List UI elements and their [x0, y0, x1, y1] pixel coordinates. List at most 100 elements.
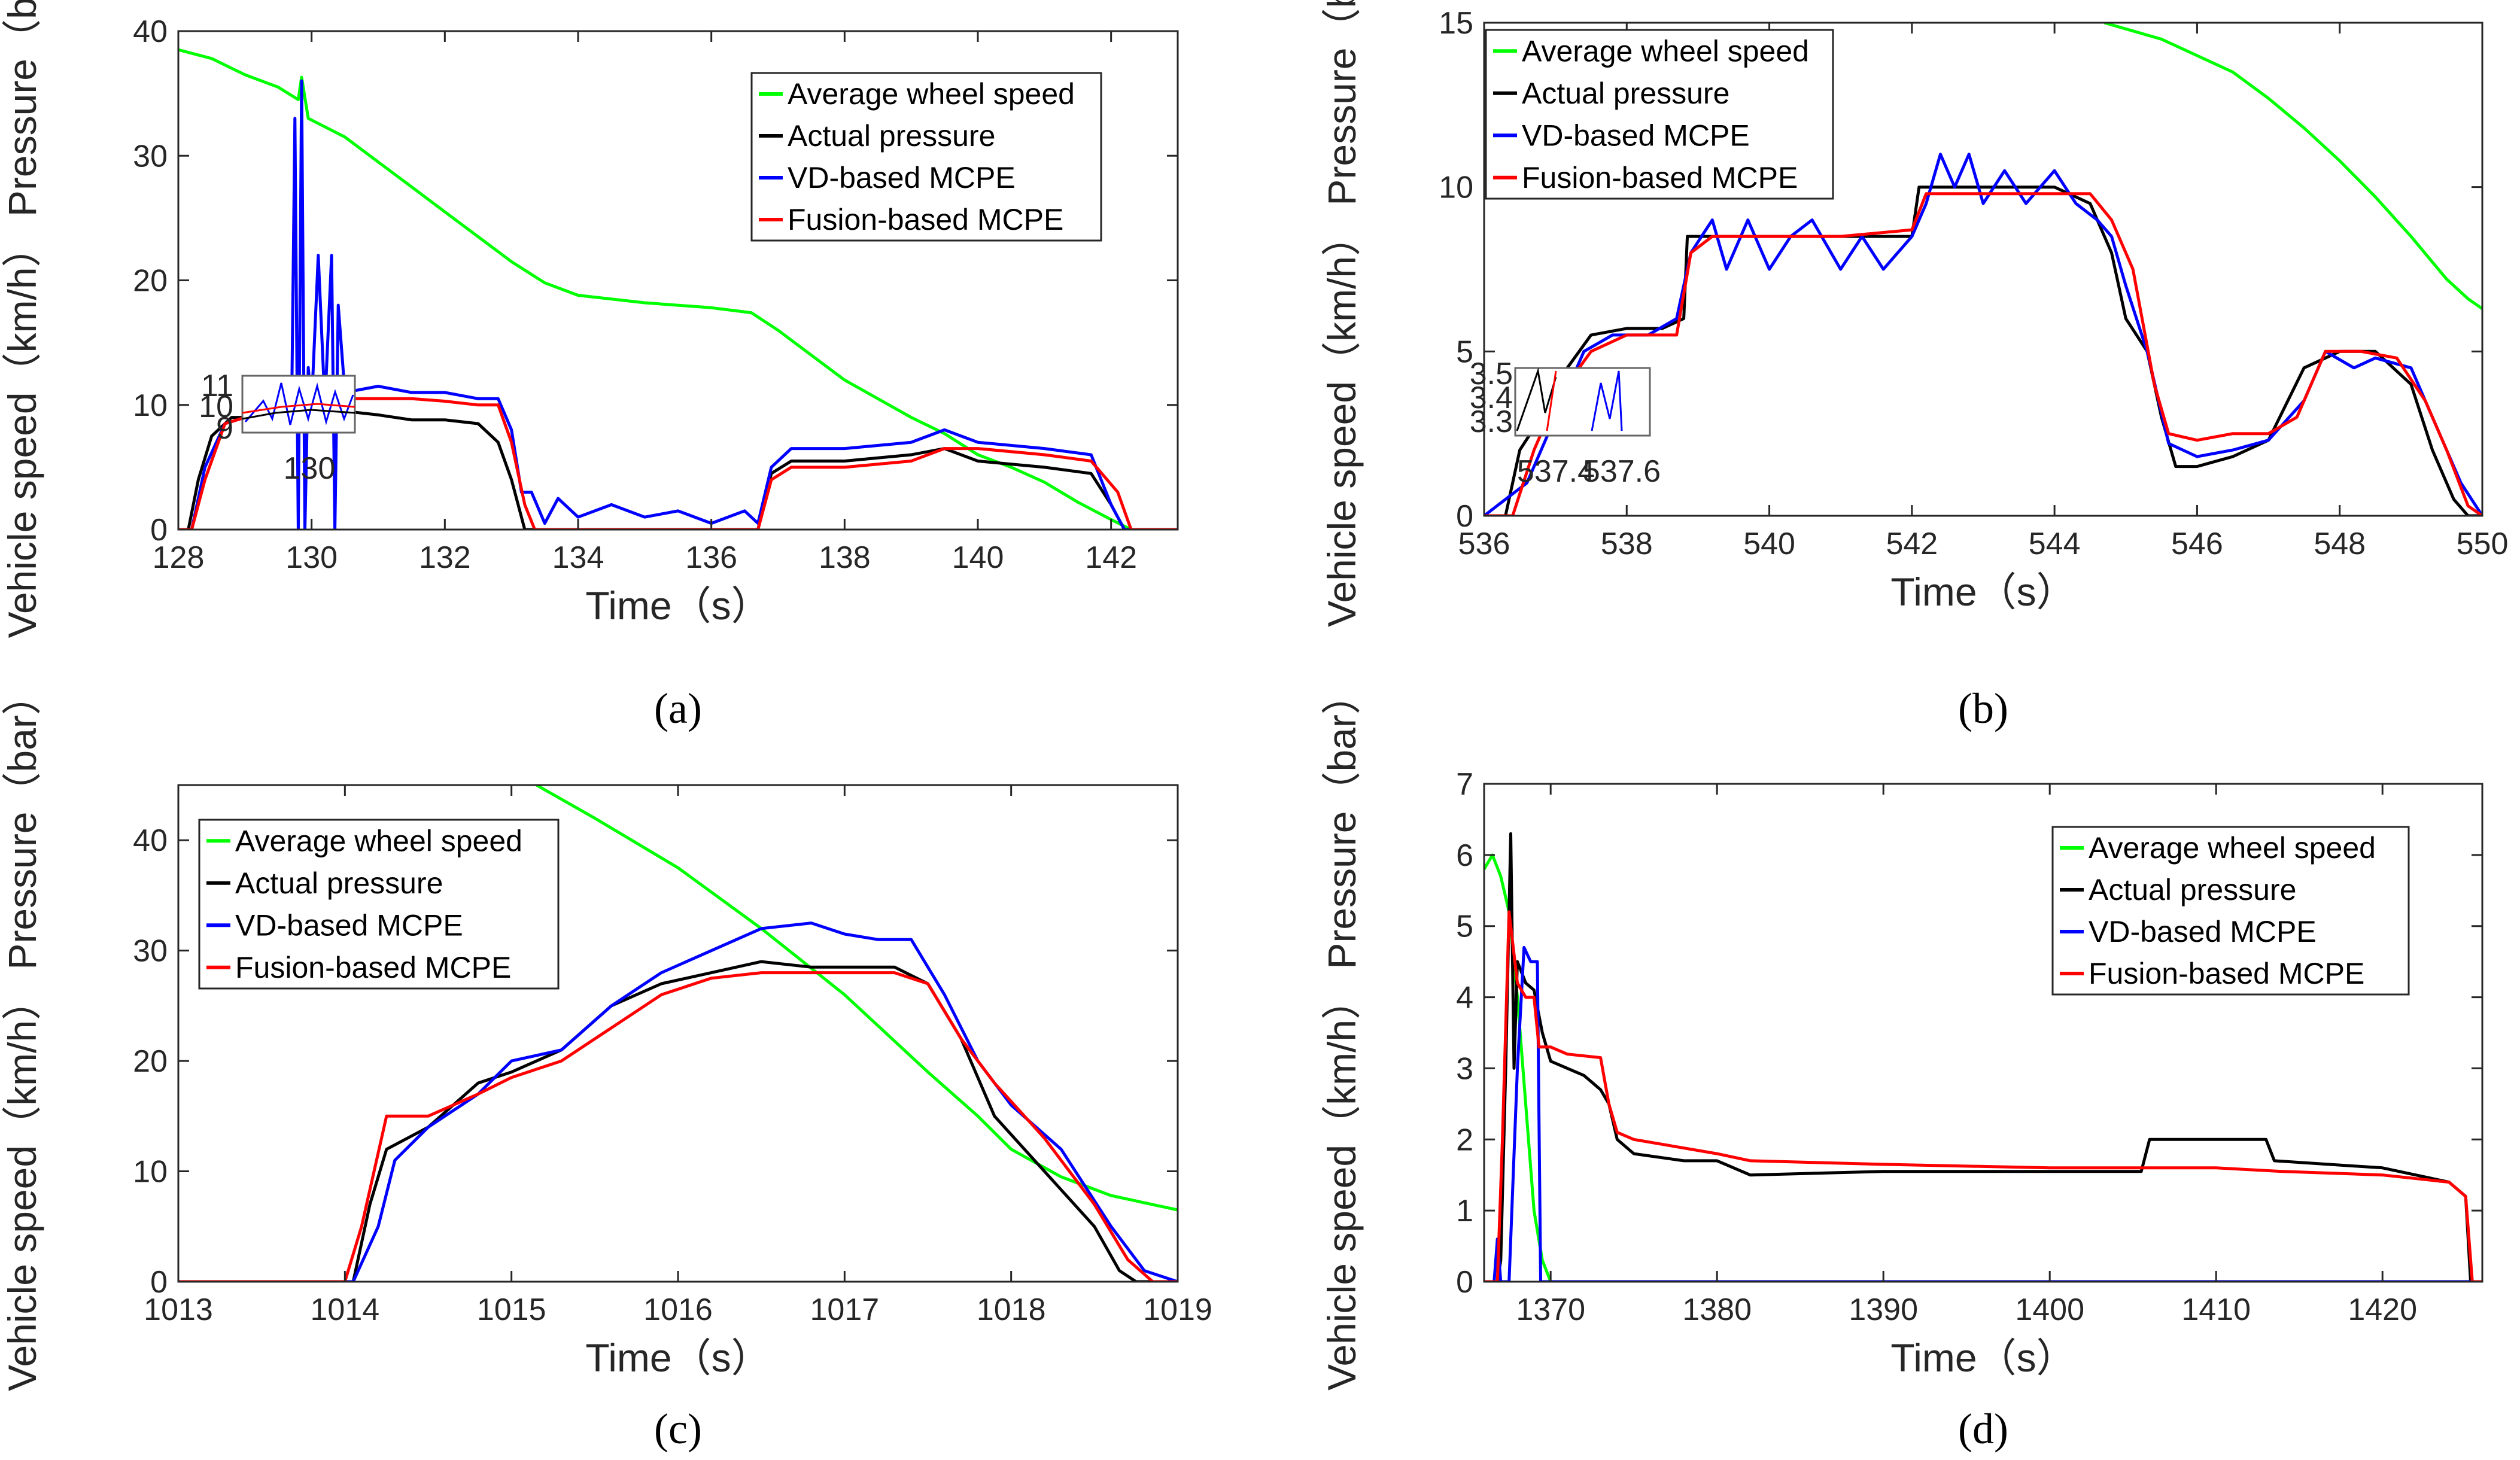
x-tick-label: 1370 — [1516, 1292, 1585, 1327]
legend-label-vd-based-mcpe: VD-based MCPE — [2089, 915, 2317, 948]
x-tick-label: 1015 — [477, 1292, 546, 1327]
series-line-vd-based-mcpe — [1484, 945, 2482, 1282]
inset-a-ytick: 9 — [216, 411, 233, 446]
panel-d: 1370 1380 1390 1400 1410 1420 0 1 2 3 4 5 6 7 Time（s） V… — [1320, 675, 2483, 1453]
y-tick-label: 0 — [150, 513, 168, 548]
inset-a-blue-trace — [244, 382, 354, 425]
y-tick-label: 20 — [133, 264, 168, 299]
y-axis-label: Vehicle speed（km/h） Pressure（bar） — [0, 0, 44, 638]
x-tick-label: 128 — [153, 540, 205, 575]
x-tick-label: 1380 — [1682, 1292, 1752, 1327]
x-tick-label: 542 — [1886, 527, 1938, 561]
inset-a-ytick: 11 — [201, 369, 233, 403]
inset-b-red-trace — [1546, 370, 1557, 431]
x-tick-label: 1400 — [2015, 1292, 2084, 1327]
inset-b: 3.5 3.4 3.3 537.4 537.6 — [1470, 357, 1661, 489]
x-tick-label: 138 — [819, 540, 871, 575]
inset-a: 11 10 9 130 — [199, 369, 356, 486]
panel-caption: (c) — [654, 1405, 702, 1453]
panel-caption: (d) — [1958, 1405, 2008, 1453]
series-line-actual-pressure — [178, 960, 1178, 1282]
y-tick-label: 3 — [1456, 1051, 1473, 1086]
y-tick-label: 7 — [1456, 767, 1473, 802]
x-tick-label: 544 — [2029, 527, 2081, 561]
legend-label-actual-pressure: Actual pressure — [2089, 873, 2296, 907]
legend-label-fusion-based-mcpe: Fusion-based MCPE — [2089, 957, 2364, 990]
inset-a-red-trace — [242, 403, 355, 414]
x-tick-label: 1014 — [310, 1292, 379, 1327]
inset-b-ytick: 3.5 — [1470, 357, 1513, 391]
plot-area-frame — [1483, 22, 2483, 517]
y-tick-label: 30 — [133, 139, 168, 174]
x-axis-label: Time（s） — [585, 583, 770, 628]
inset-b-xtick: 537.4 — [1517, 454, 1595, 489]
x-tick-label: 1018 — [977, 1292, 1046, 1327]
series-line-vd-based-mcpe — [1484, 153, 2482, 516]
x-axis-label: Time（s） — [585, 1336, 770, 1380]
x-tick-label: 142 — [1085, 540, 1137, 575]
x-tick-label: 1013 — [144, 1292, 213, 1327]
x-tick-label: 546 — [2171, 527, 2223, 561]
series-line-fusion-based-mcpe — [1484, 192, 2482, 516]
x-axis-label: Time（s） — [1890, 570, 2075, 614]
y-tick-label: 40 — [133, 14, 168, 49]
y-tick-label: 40 — [133, 823, 168, 858]
inset-b-box — [1514, 367, 1651, 437]
panel-a: 128 130 132 134 136 138 140 142 0 10 20 30 40 Time（s）… — [0, 0, 1179, 732]
legend-label-average-wheel-speed: Average wheel speed — [788, 77, 1075, 111]
legend-label-average-wheel-speed: Average wheel speed — [235, 824, 522, 857]
y-tick-label: 10 — [133, 388, 168, 423]
legend-box — [750, 72, 1102, 242]
x-tick-label: 1390 — [1849, 1292, 1918, 1327]
x-tick-label: 1019 — [1143, 1292, 1212, 1327]
x-tick-label: 548 — [2314, 527, 2366, 561]
legend-label-actual-pressure: Actual pressure — [1522, 77, 1729, 110]
legend-label-fusion-based-mcpe: Fusion-based MCPE — [788, 203, 1063, 236]
x-tick-label: 550 — [2457, 527, 2509, 561]
inset-b-xtick: 537.6 — [1583, 454, 1661, 489]
legend-box — [2051, 826, 2410, 996]
y-tick-label: 15 — [1439, 6, 1473, 41]
legend-box — [1485, 29, 1834, 200]
legend-label-average-wheel-speed: Average wheel speed — [1522, 34, 1809, 68]
x-tick-label: 140 — [952, 540, 1004, 575]
legend-label-vd-based-mcpe: VD-based MCPE — [788, 161, 1016, 194]
x-tick-label: 134 — [552, 540, 604, 575]
y-axis-label: Vehicle speed（km/h） Pressure（bar） — [1320, 675, 1364, 1391]
legend-label-average-wheel-speed: Average wheel speed — [2089, 831, 2376, 865]
inset-b-ytick: 3.4 — [1470, 381, 1513, 415]
y-tick-label: 10 — [1439, 171, 1473, 205]
series-line-fusion-based-mcpe — [1484, 910, 2482, 1282]
x-tick-label: 538 — [1601, 527, 1653, 561]
x-tick-label: 1420 — [2348, 1292, 2417, 1327]
inset-b-black-trace — [1516, 367, 1557, 431]
legend-label-actual-pressure: Actual pressure — [235, 866, 443, 900]
y-tick-label: 5 — [1456, 334, 1473, 369]
y-tick-label: 20 — [133, 1044, 168, 1079]
y-tick-label: 4 — [1456, 981, 1473, 1015]
legend-label-vd-based-mcpe: VD-based MCPE — [235, 908, 463, 942]
x-tick-label: 1016 — [643, 1292, 713, 1327]
y-tick-label: 0 — [1456, 499, 1473, 534]
inset-b-blue-trace — [1591, 370, 1623, 431]
panel-b: 536 538 540 542 544 546 548 550 0 5 10 15 Time（s） Veh… — [1320, 0, 2508, 732]
x-tick-label: 1410 — [2181, 1292, 2251, 1327]
inset-a-ytick: 10 — [199, 390, 233, 424]
plot-area-frame — [1483, 783, 2483, 1283]
x-tick-label: 540 — [1743, 527, 1795, 561]
x-tick-label: 130 — [285, 540, 338, 575]
x-tick-label: 536 — [1458, 527, 1510, 561]
y-tick-label: 30 — [133, 934, 168, 969]
series-line-average-wheel-speed — [2103, 23, 2482, 310]
y-tick-label: 2 — [1456, 1123, 1473, 1157]
panel-caption: (b) — [1958, 685, 2008, 732]
legend-box — [198, 819, 560, 990]
series-line-fusion-based-mcpe — [178, 971, 1178, 1282]
y-axis-label: Vehicle speed（km/h） Pressure（bar） — [1320, 0, 1364, 627]
x-axis-label: Time（s） — [1890, 1336, 2075, 1380]
series-line-actual-pressure — [1484, 832, 2482, 1282]
x-tick-label: 136 — [685, 540, 737, 575]
y-tick-label: 5 — [1456, 910, 1473, 944]
inset-a-black-trace — [242, 409, 355, 420]
